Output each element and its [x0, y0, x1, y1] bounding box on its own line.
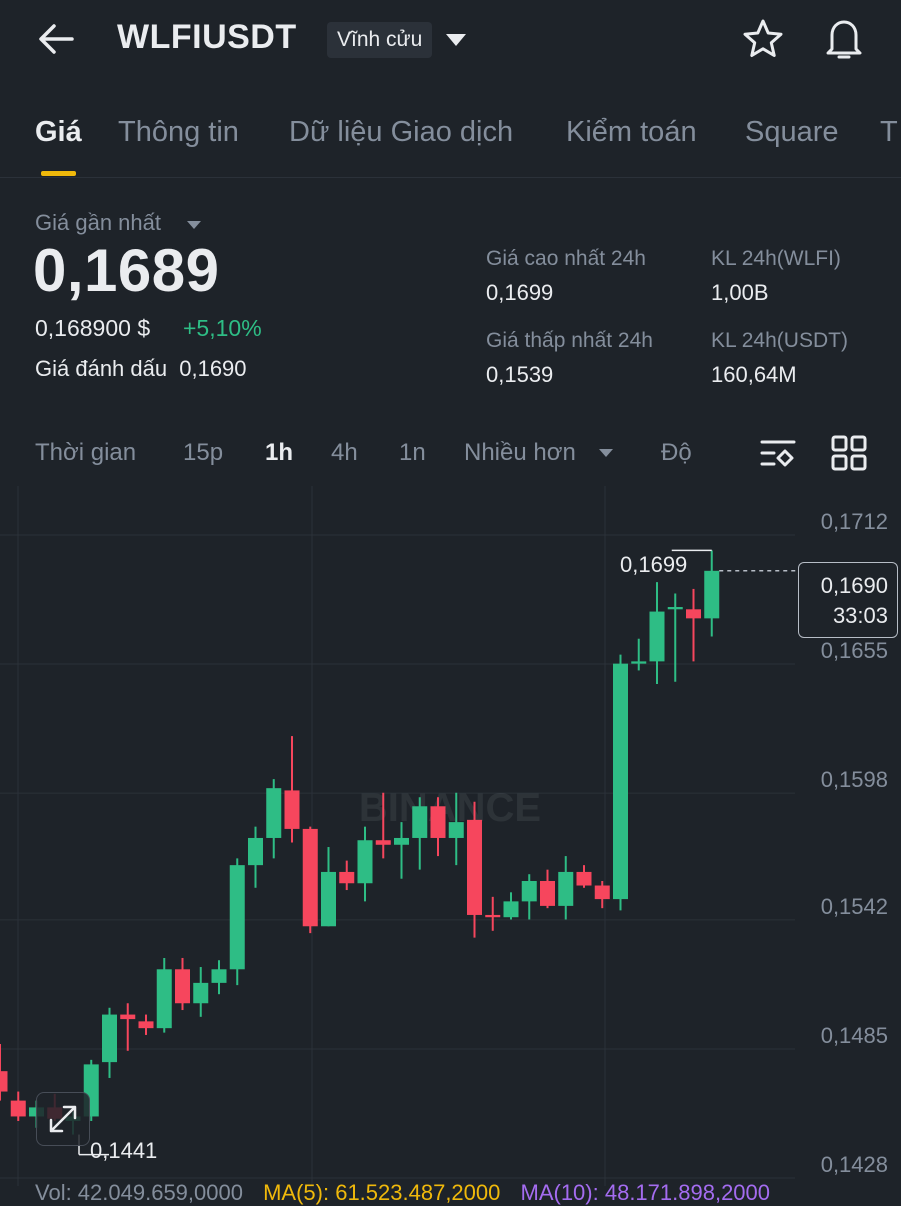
chevron-down-icon[interactable]	[444, 30, 468, 50]
volume-value: Vol: 42.049.659,0000	[35, 1180, 243, 1205]
mark-price-label: Giá đánh dấu	[35, 356, 168, 381]
candle-body	[485, 914, 501, 918]
candle-body	[302, 828, 318, 927]
y-tick-label: 0,1485	[821, 1023, 888, 1048]
indicator-settings-icon[interactable]	[758, 434, 798, 472]
candle-body	[394, 837, 409, 845]
candle-body	[266, 788, 282, 838]
interval-1d[interactable]: 1n	[399, 439, 426, 466]
expand-icon	[49, 1105, 77, 1133]
candle-body	[284, 790, 300, 829]
layout-grid-icon[interactable]	[830, 434, 868, 472]
contract-type-badge[interactable]: Vĩnh cửu	[327, 22, 433, 58]
price-change-percent: +5,10%	[183, 315, 262, 341]
candle-body	[193, 982, 209, 1004]
ma10-value: MA(10): 48.171.898,2000	[520, 1180, 771, 1205]
back-arrow-icon[interactable]	[36, 18, 78, 60]
candle-body	[10, 1100, 26, 1117]
candle-body	[339, 871, 355, 884]
y-tick-label: 0,1542	[821, 894, 888, 919]
high-marker-label: 0,1699	[620, 552, 688, 577]
candle-body	[704, 570, 720, 619]
volume-quote-value: 160,64M	[711, 362, 797, 387]
divider	[0, 177, 901, 178]
candle-body	[503, 901, 519, 918]
candle-body	[175, 969, 190, 1004]
low-marker-label: 0,1441	[90, 1138, 158, 1163]
candle-body	[120, 1014, 136, 1020]
volume-quote-label: KL 24h(USDT)	[711, 329, 848, 352]
caret-down-icon[interactable]	[598, 447, 614, 459]
tab-trading-data[interactable]: Dữ liệu Giao dịch	[289, 116, 514, 148]
candle-body	[102, 1014, 117, 1063]
caret-down-icon[interactable]	[186, 219, 202, 231]
last-price-label[interactable]: Giá gần nhất	[35, 210, 161, 235]
tab-more[interactable]: T	[880, 116, 898, 148]
notification-bell-icon[interactable]	[822, 15, 866, 61]
low-24h-label: Giá thấp nhất 24h	[486, 329, 653, 352]
interval-15m[interactable]: 15p	[183, 439, 224, 466]
candle-body	[613, 663, 628, 900]
favorite-star-icon[interactable]	[741, 17, 785, 61]
candle-body	[594, 885, 610, 900]
candle-body	[229, 865, 245, 970]
candle-body	[0, 1071, 8, 1092]
candle-body	[649, 611, 665, 662]
y-tick-label: 0,1712	[821, 509, 888, 534]
interval-4h[interactable]: 4h	[331, 439, 358, 466]
candle-body	[667, 607, 683, 610]
high-24h-value: 0,1699	[486, 280, 554, 305]
y-tick-label: 0,1655	[821, 638, 888, 663]
current-price-tag: 0,1690 33:03	[798, 562, 898, 638]
tab-price[interactable]: Giá	[35, 116, 82, 148]
active-tab-indicator	[41, 171, 76, 176]
low-24h-value: 0,1539	[486, 362, 554, 387]
depth-tab[interactable]: Độ	[661, 439, 692, 466]
candle-body	[138, 1021, 154, 1029]
symbol-title[interactable]: WLFIUSDT	[117, 18, 297, 56]
interval-1h[interactable]: 1h	[265, 439, 294, 466]
candle-body	[631, 661, 647, 664]
candle-body	[357, 840, 373, 884]
candle-body	[467, 819, 482, 915]
usd-price: 0,168900 $	[35, 315, 151, 341]
volume-base-value: 1,00B	[711, 280, 769, 305]
tab-square[interactable]: Square	[745, 116, 839, 148]
last-price: 0,1689	[33, 237, 220, 304]
candle-body	[321, 871, 336, 927]
tab-info[interactable]: Thông tin	[118, 116, 239, 148]
mark-price-value: 0,1690	[179, 356, 247, 381]
candle-body	[576, 871, 592, 886]
volume-legend: Vol: 42.049.659,0000 MA(5): 61.523.487,2…	[35, 1180, 770, 1206]
candle-body	[448, 822, 464, 838]
candle-body	[686, 609, 701, 619]
candle-body	[248, 837, 263, 866]
mark-price: Giá đánh dấu 0,1690	[35, 356, 247, 382]
y-tick-label: 0,1428	[821, 1152, 888, 1177]
candle-body	[521, 880, 537, 902]
candle-body	[558, 871, 574, 906]
fullscreen-button[interactable]	[36, 1092, 90, 1146]
y-tick-label: 0,1598	[821, 767, 888, 792]
interval-time[interactable]: Thời gian	[35, 439, 137, 466]
candle-body	[211, 969, 227, 983]
candle-body	[412, 806, 428, 838]
candle-body	[156, 969, 172, 1029]
candle-body	[375, 840, 391, 845]
high-24h-label: Giá cao nhất 24h	[486, 247, 646, 270]
tab-audit[interactable]: Kiểm toán	[566, 116, 697, 148]
interval-more[interactable]: Nhiều hơn	[464, 439, 576, 466]
current-price: 0,1690	[820, 573, 888, 598]
candlestick-chart[interactable]: BINANCE0,17120,16550,15980,15420,14850,1…	[0, 486, 901, 1200]
candle-body	[540, 880, 555, 906]
volume-base-label: KL 24h(WLFI)	[711, 247, 841, 270]
candle-body	[430, 806, 446, 838]
candle-countdown: 33:03	[832, 603, 888, 628]
ma5-value: MA(5): 61.523.487,2000	[263, 1180, 501, 1205]
